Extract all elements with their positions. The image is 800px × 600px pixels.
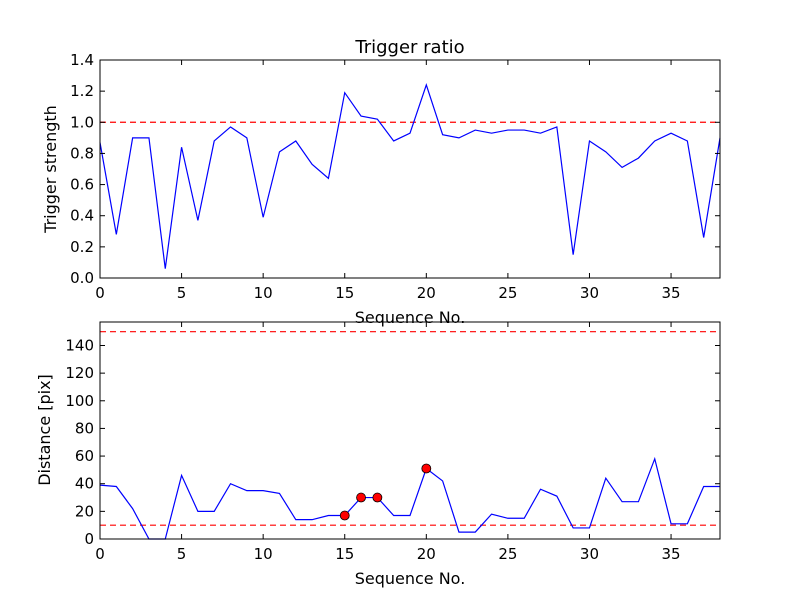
trigger-ratio-y-tick-label: 0.2 [70,238,94,256]
trigger-ratio-y-tick-label: 1.2 [70,82,94,100]
distance-y-tick-label: 120 [65,364,94,382]
trigger-ratio-y-axis-label: Trigger strength [41,105,60,234]
trigger-ratio-y-tick-label: 1.4 [70,51,94,69]
distance-marks [99,331,720,540]
distance-highlight-point [339,510,350,521]
distance-x-tick-label: 0 [95,545,105,563]
distance-series-line [99,456,720,540]
distance-x-tick-label: 10 [254,545,273,563]
distance-x-tick-label: 5 [177,545,187,563]
trigger-ratio-y-tick-label: 0.6 [70,176,94,194]
distance-plot: 0 5 10 15 20 25 30 35 0 20 40 60 80 100 120 140 Sequen… [35,321,721,588]
distance-y-tick-label: 0 [84,530,94,548]
distance-x-tick-label: 20 [417,545,436,563]
distance-x-tick-label: 25 [498,545,517,563]
trigger-ratio-y-tick-label: 0.0 [70,269,94,287]
distance-highlight-point [356,492,366,503]
trigger-ratio-series-line [99,83,721,269]
distance-y-axis-label: Distance [pix] [35,374,54,486]
trigger-ratio-x-tick-label: 35 [662,284,681,302]
trigger-ratio-x-tick-label: 25 [498,284,517,302]
distance-y-ticks: 0 20 40 60 80 100 120 140 [65,336,720,548]
trigger-ratio-x-tick-label: 5 [177,284,187,302]
distance-highlight-point [372,492,383,503]
trigger-ratio-x-tick-label: 0 [95,284,105,302]
trigger-ratio-x-tick-label: 15 [335,284,354,302]
trigger-ratio-x-tick-label: 30 [580,284,599,302]
distance-x-tick-label: 15 [335,545,354,563]
distance-x-ticks: 0 5 10 15 20 25 30 35 [95,322,681,563]
trigger-ratio-y-ticks: 0.0 0.2 0.4 0.6 0.8 1.0 1.2 1.4 [70,51,720,287]
distance-y-tick-label: 40 [75,475,94,493]
distance-x-axis-label: Sequence No. [355,569,466,588]
distance-axes-frame [99,321,721,540]
distance-y-tick-label: 80 [75,419,94,437]
distance-y-tick-label: 140 [65,336,94,354]
distance-y-tick-label: 60 [75,447,94,465]
distance-highlight-point [421,463,432,474]
trigger-ratio-title: Trigger ratio [354,37,464,58]
distance-x-tick-label: 35 [662,545,681,563]
distance-y-tick-label: 100 [65,392,94,410]
trigger-ratio-y-tick-label: 0.8 [70,144,94,162]
trigger-ratio-x-tick-label: 20 [417,284,436,302]
distance-y-tick-label: 20 [75,502,94,520]
trigger-ratio-marks [99,83,721,269]
trigger-ratio-x-ticks: 0 5 10 15 20 25 30 35 [95,60,681,302]
trigger-ratio-y-tick-label: 0.4 [70,207,94,225]
trigger-ratio-x-tick-label: 10 [254,284,273,302]
trigger-ratio-x-axis-label: Sequence No. [355,308,466,327]
distance-x-tick-label: 30 [580,545,599,563]
trigger-ratio-axes-frame [99,59,721,279]
trigger-ratio-y-tick-label: 1.0 [70,113,94,131]
